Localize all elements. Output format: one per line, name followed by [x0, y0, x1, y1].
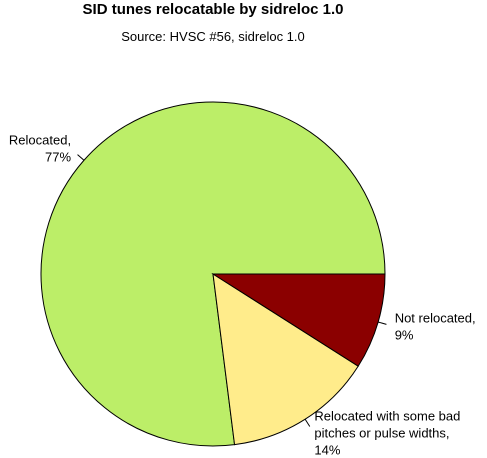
- slice-label: Relocated,: [9, 132, 71, 147]
- slice-value-label: 77%: [45, 149, 71, 164]
- slice-value-label: 14%: [314, 443, 340, 458]
- pie-slice: [211, 273, 386, 367]
- label-leader: [378, 321, 387, 325]
- label-leader: [77, 154, 85, 161]
- slice-label: Relocated with some bad pitches or pulse…: [314, 409, 464, 441]
- pie-slice: [212, 273, 359, 446]
- chart-subtitle: Source: HVSC #56, sidreloc 1.0: [121, 29, 305, 44]
- chart-title: SID tunes relocatable by sidreloc 1.0: [83, 1, 344, 18]
- label-leader: [304, 418, 311, 427]
- slice-value-label: 9%: [395, 327, 414, 342]
- slice-label: Not relocated,: [395, 310, 476, 325]
